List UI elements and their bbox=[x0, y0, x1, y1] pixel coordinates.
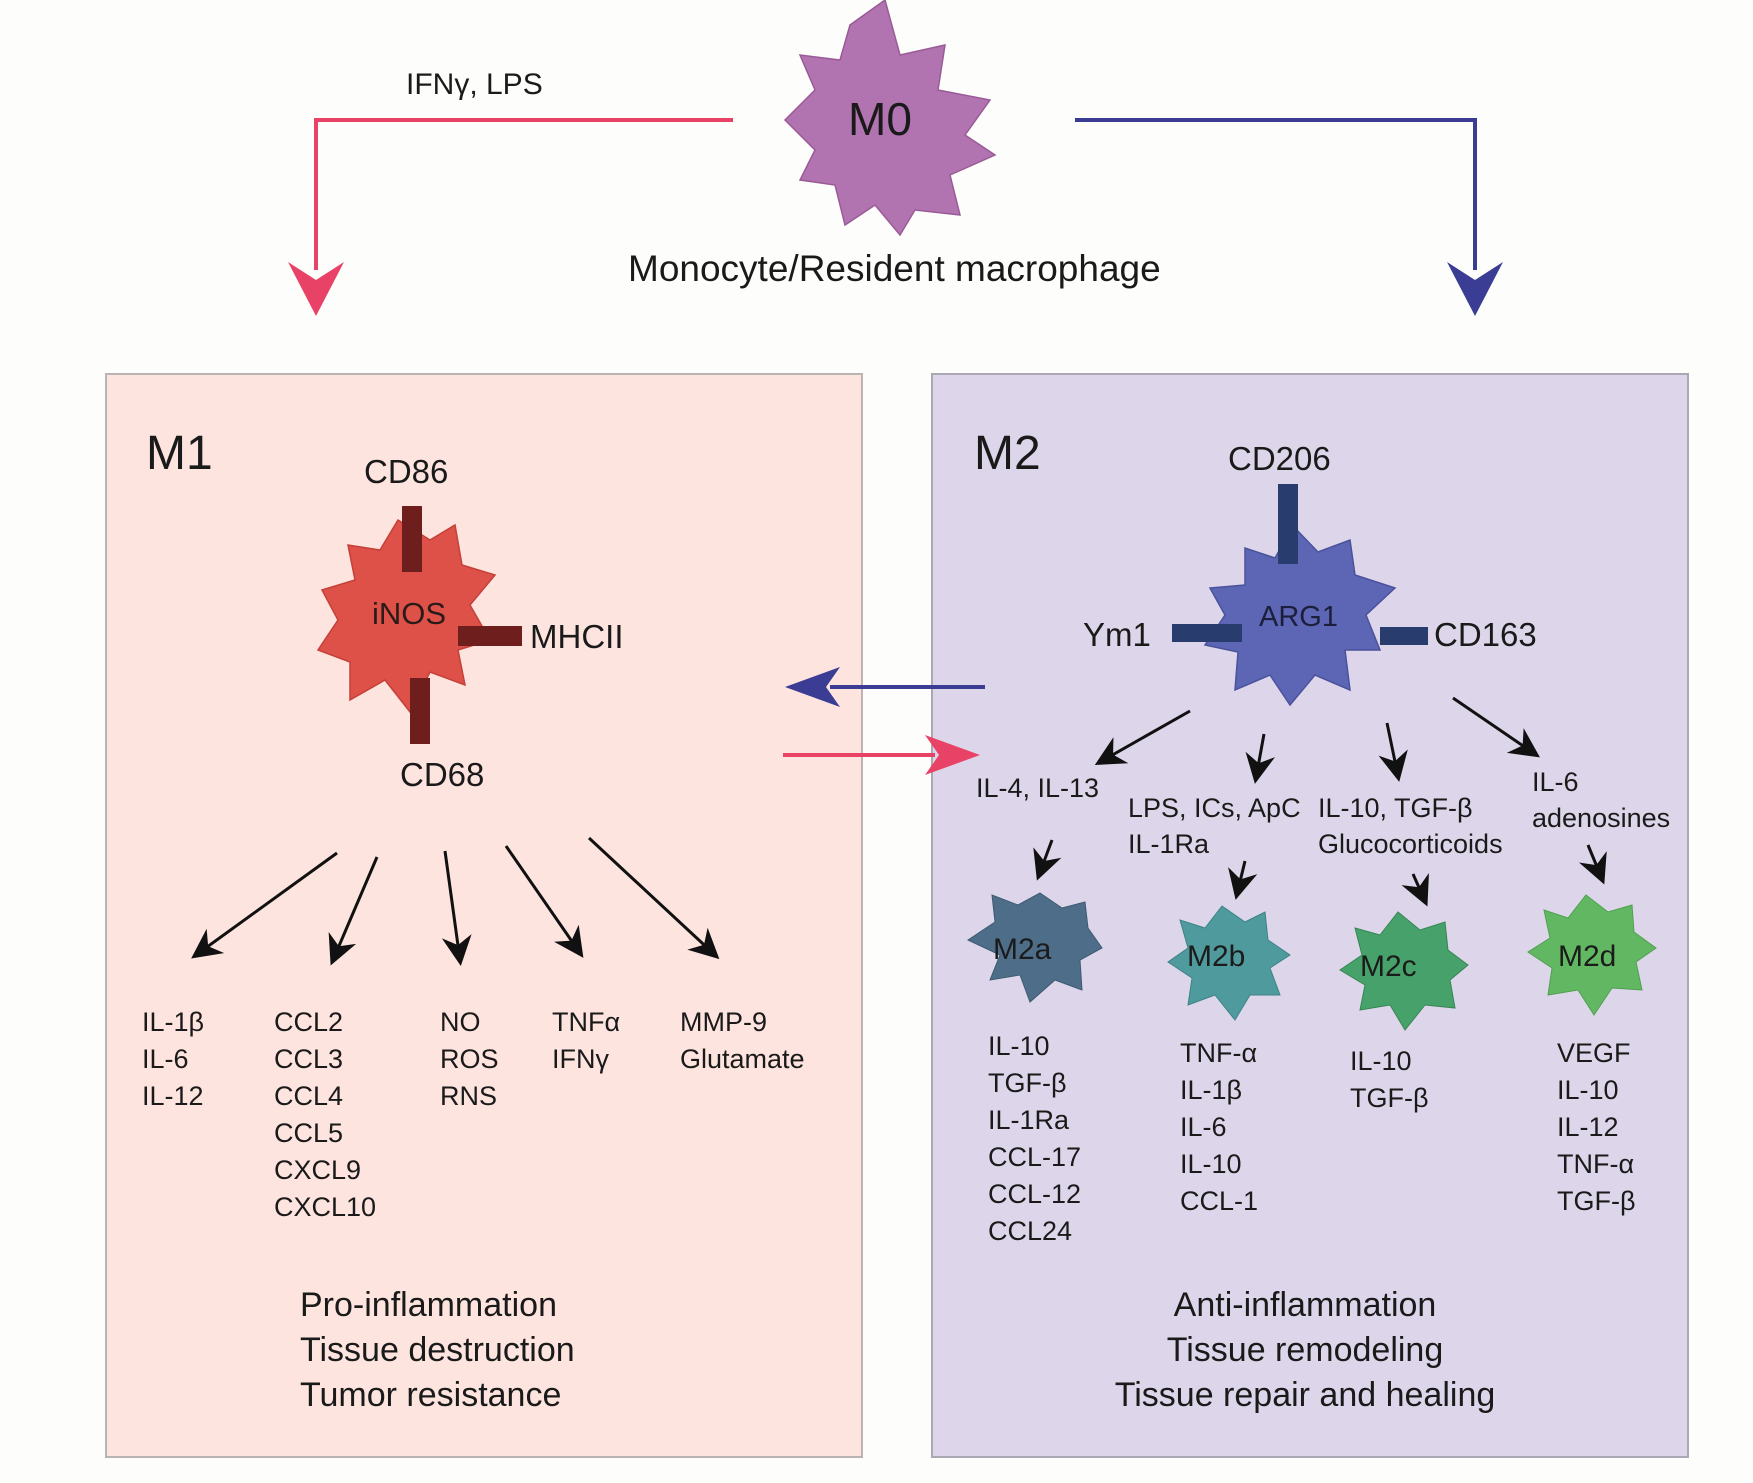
m2b-cell bbox=[1167, 905, 1291, 1021]
arrow-to-m2b-stimuli bbox=[1245, 733, 1276, 784]
arrow-to-mmp bbox=[587, 836, 720, 960]
m2c-cell bbox=[1339, 911, 1469, 1031]
cd68-label: CD68 bbox=[400, 756, 485, 793]
cd206-label: CD206 bbox=[1228, 440, 1331, 477]
arrow-to-interleukins bbox=[191, 851, 338, 959]
m2-title: M2 bbox=[974, 427, 1041, 480]
cd86-receptor bbox=[402, 506, 422, 572]
m2-cell bbox=[1203, 524, 1397, 707]
arrow-to-m2c bbox=[1401, 872, 1429, 907]
m1-cell-label: iNOS bbox=[372, 596, 447, 631]
m2b-stimuli: LPS, ICs, ApC IL-1Ra bbox=[1128, 793, 1301, 859]
arrow-to-cytokines bbox=[504, 845, 584, 958]
m2a-cell bbox=[966, 892, 1103, 1003]
m1-to-m2-arrow bbox=[783, 735, 980, 775]
m2b-label: M2b bbox=[1187, 940, 1246, 973]
m2c-products: IL-10 TGF-β bbox=[1350, 1046, 1429, 1113]
m2d-label: M2d bbox=[1558, 940, 1617, 973]
arrow-to-m2a-stimuli bbox=[1094, 709, 1191, 765]
cd86-label: CD86 bbox=[364, 453, 449, 490]
m2c-label: M2c bbox=[1360, 950, 1417, 983]
arrow-to-m2c-stimuli bbox=[1378, 722, 1408, 782]
m2a-products: IL-10 TGF-β IL-1Ra CCL-17 CCL-12 CCL24 bbox=[988, 1031, 1082, 1246]
m2b-products: TNF-α IL-1β IL-6 IL-10 CCL-1 bbox=[1180, 1038, 1259, 1216]
m2a-label: M2a bbox=[993, 933, 1052, 966]
cd163-label: CD163 bbox=[1434, 616, 1537, 653]
m1-product-arrows bbox=[191, 836, 720, 966]
m1-chemokines: CCL2 CCL3 CCL4 CCL5 CXCL9 CXCL10 bbox=[274, 1007, 377, 1222]
m1-panel bbox=[105, 373, 863, 1458]
arrow-to-chemokines bbox=[328, 856, 379, 966]
arrow-to-m2d bbox=[1578, 844, 1607, 885]
mhcii-receptor bbox=[458, 626, 522, 646]
arrow-to-m2d-stimuli bbox=[1452, 696, 1540, 758]
m1-title: M1 bbox=[146, 427, 213, 480]
m2-branch-arrows bbox=[1033, 696, 1607, 907]
m2-to-m1-arrow bbox=[785, 667, 985, 707]
m1-radicals: NO ROS RNS bbox=[440, 1007, 499, 1111]
m2-polarization-arrow bbox=[1075, 118, 1503, 316]
m1-polarization-arrow bbox=[288, 118, 733, 316]
m2a-stimuli: IL-4, IL-13 bbox=[976, 773, 1100, 803]
m0-caption: Monocyte/Resident macrophage bbox=[628, 248, 1161, 289]
ym1-receptor bbox=[1172, 624, 1242, 642]
m2d-stimuli: IL-6 adenosines bbox=[1532, 767, 1671, 833]
m2d-products: VEGF IL-10 IL-12 TNF-α TGF-β bbox=[1557, 1038, 1636, 1216]
m2-cell-label: ARG1 bbox=[1259, 601, 1338, 633]
cd163-receptor bbox=[1380, 627, 1428, 645]
cd68-receptor bbox=[410, 678, 430, 744]
m1-stimulus-label: IFNγ, LPS bbox=[406, 68, 543, 101]
ym1-label: Ym1 bbox=[1083, 616, 1151, 653]
m2c-stimuli: IL-10, TGF-β Glucocorticoids bbox=[1318, 793, 1503, 859]
m1-cytokines: TNFα IFNγ bbox=[552, 1007, 621, 1074]
mhcii-label: MHCII bbox=[530, 618, 624, 655]
m2-functions: Anti-inflammation Tissue remodeling Tiss… bbox=[1114, 1286, 1496, 1414]
m1-interleukins: IL-1β IL-6 IL-12 bbox=[142, 1007, 205, 1111]
m1-proteases: MMP-9 Glutamate bbox=[680, 1007, 805, 1074]
m2d-cell bbox=[1527, 894, 1657, 1016]
m1-functions: Pro-inflammation Tissue destruction Tumo… bbox=[300, 1286, 575, 1414]
cd206-receptor bbox=[1278, 484, 1298, 564]
m0-cell bbox=[783, 0, 997, 237]
arrow-to-m2a bbox=[1033, 839, 1062, 881]
m0-cell-label: M0 bbox=[848, 93, 912, 145]
arrow-to-radicals bbox=[441, 850, 472, 966]
arrow-to-m2b bbox=[1228, 860, 1258, 900]
